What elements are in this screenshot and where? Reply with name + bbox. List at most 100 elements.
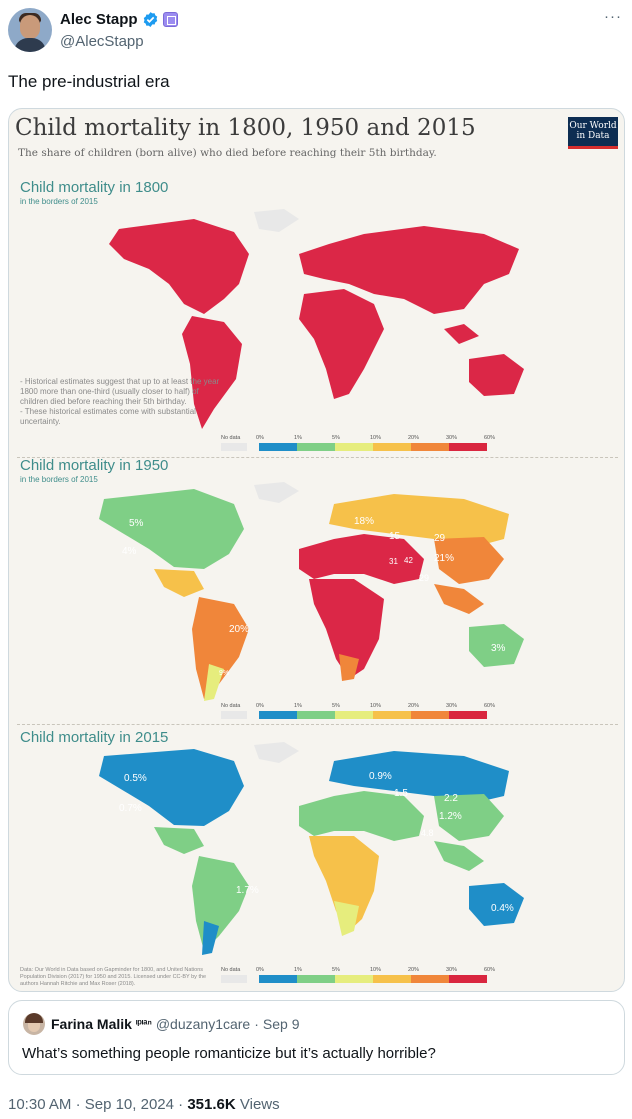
label-0-9pct: 0.9%: [369, 771, 392, 782]
meta-separator: ·: [75, 1096, 85, 1113]
infographic-title: Child mortality in 1800, 1950 and 2015: [15, 115, 476, 141]
section-divider: [17, 724, 618, 725]
label-9pct: 9%: [219, 670, 229, 677]
legend-tick-label: 0%: [256, 967, 264, 973]
legend-2015: No data 0% 1% 5% 10% 20% 30% 60%: [217, 967, 502, 989]
legend-tick-label: 20%: [408, 967, 420, 973]
quoted-dot-separator: ·: [254, 1016, 259, 1032]
legend-tick-label: 10%: [370, 435, 382, 441]
legend-color-swatch: [411, 711, 449, 719]
label-4pct: 4%: [122, 546, 137, 557]
label-15: 15: [389, 531, 401, 542]
label-5pct: 5%: [129, 518, 144, 529]
label-4-8: 4.8: [421, 828, 434, 838]
legend-tick-label: 0%: [256, 435, 264, 441]
views-label: Views: [239, 1096, 280, 1113]
legend-color-swatch: [297, 711, 335, 719]
quoted-author-name: Farina Malik: [51, 1016, 132, 1032]
author-display-name[interactable]: Alec Stapp: [60, 11, 138, 28]
views-count: 351.6K: [187, 1096, 236, 1113]
author-name-row: Alec Stapp: [60, 11, 178, 28]
quoted-author-avatar[interactable]: [23, 1013, 45, 1035]
label-42: 42: [404, 556, 413, 565]
world-map-1950: 5% 4% 18% 15 29 21% 31 42 29 20% 9% 3%: [99, 482, 524, 701]
legend-tick-label: 5%: [332, 703, 340, 709]
tweet-metadata: 10:30 AM · Sep 10, 2024 · 351.6K Views: [8, 1096, 280, 1113]
legend-color-swatch: [297, 443, 335, 451]
legend-tick-label: 5%: [332, 435, 340, 441]
author-avatar[interactable]: [8, 8, 52, 52]
label-2-2: 2.2: [444, 793, 458, 804]
section-divider: [17, 457, 618, 458]
quoted-tweet-text: What’s something people romanticize but …: [22, 1045, 436, 1062]
infographic-subtitle: The share of children (born alive) who d…: [18, 147, 437, 159]
legend-nodata-swatch: [221, 443, 247, 451]
label-21pct: 21%: [434, 553, 454, 564]
map-1800-subtitle: in the borders of 2015: [20, 197, 98, 206]
legend-nodata-label: No data: [221, 435, 241, 441]
legend-tick-label: 1%: [294, 703, 302, 709]
affiliate-badge-icon: [162, 12, 178, 27]
legend-tick-label: 1%: [294, 435, 302, 441]
label-20pct: 20%: [229, 624, 249, 635]
tweet-header: Alec Stapp @AlecStapp ···: [8, 8, 624, 56]
legend-tick-label: 60%: [484, 967, 496, 973]
historical-note: - Historical estimates suggest that up t…: [20, 377, 220, 426]
tweet-date[interactable]: Sep 10, 2024: [84, 1096, 174, 1113]
legend-color-swatch: [411, 975, 449, 983]
legend-color-swatch: [449, 975, 487, 983]
quoted-author-handle: @duzany1care: [155, 1016, 251, 1032]
label-29a: 29: [434, 533, 446, 544]
legend-color-swatch: [411, 443, 449, 451]
legend-tick-label: 20%: [408, 435, 420, 441]
map-1800-title: Child mortality in 1800: [20, 179, 169, 196]
legend-color-swatch: [259, 711, 297, 719]
author-handle[interactable]: @AlecStapp: [60, 33, 144, 50]
legend-color-swatch: [259, 443, 297, 451]
data-source-footnote: Data: Our World in Data based on Gapmind…: [20, 967, 207, 987]
legend-tick-label: 60%: [484, 703, 496, 709]
label-31: 31: [389, 557, 398, 566]
legend-tick-label: 30%: [446, 967, 458, 973]
legend-color-swatch: [449, 443, 487, 451]
quoted-author-name-suffix: ᶦᵖᶦᵃⁿ: [135, 1018, 152, 1030]
legend-color-swatch: [335, 711, 373, 719]
map-2015-title: Child mortality in 2015: [20, 729, 169, 746]
legend-tick-label: 0%: [256, 703, 264, 709]
label-1-2pct: 1.2%: [439, 811, 462, 822]
legend-color-swatch: [373, 443, 411, 451]
legend-color-swatch: [373, 975, 411, 983]
legend-tick-label: 5%: [332, 967, 340, 973]
legend-tick-label: 20%: [408, 703, 420, 709]
legend-tick-label: 10%: [370, 703, 382, 709]
quoted-author-row: Farina Malik ᶦᵖᶦᵃⁿ @duzany1care · Sep 9: [51, 1016, 300, 1032]
label-3pct: 3%: [491, 643, 506, 654]
legend-color-swatch: [449, 711, 487, 719]
tweet-media-image[interactable]: Child mortality in 1800, 1950 and 2015 T…: [8, 108, 625, 992]
world-map-2015: 0.5% 0.7% 0.9% 1.5 2.2 1.2% 4.8 1.7% 0.4…: [99, 742, 524, 955]
label-18pct: 18%: [354, 516, 374, 527]
legend-color-swatch: [335, 443, 373, 451]
legend-color-swatch: [335, 975, 373, 983]
more-options-icon[interactable]: ···: [604, 8, 622, 25]
label-0-7pct: 0.7%: [119, 803, 142, 814]
map-1950-subtitle: in the borders of 2015: [20, 475, 98, 484]
legend-color-swatch: [373, 711, 411, 719]
meta-separator: ·: [178, 1096, 188, 1113]
legend-tick-label: 10%: [370, 967, 382, 973]
legend-color-swatch: [297, 975, 335, 983]
label-29b: 29: [419, 573, 429, 583]
map-1950-title: Child mortality in 1950: [20, 457, 169, 474]
legend-tick-label: 30%: [446, 703, 458, 709]
label-1-7pct: 1.7%: [236, 885, 259, 896]
legend-color-swatch: [259, 975, 297, 983]
legend-tick-label: 1%: [294, 967, 302, 973]
tweet-time[interactable]: 10:30 AM: [8, 1096, 72, 1113]
legend-tick-label: 60%: [484, 435, 496, 441]
quoted-date: Sep 9: [262, 1016, 300, 1032]
quoted-tweet[interactable]: Farina Malik ᶦᵖᶦᵃⁿ @duzany1care · Sep 9 …: [8, 1000, 625, 1075]
legend-tick-label: 30%: [446, 435, 458, 441]
label-0-5pct: 0.5%: [124, 773, 147, 784]
legend-1950: No data 0% 1% 5% 10% 20% 30% 60%: [217, 703, 502, 725]
label-0-4pct: 0.4%: [491, 903, 514, 914]
